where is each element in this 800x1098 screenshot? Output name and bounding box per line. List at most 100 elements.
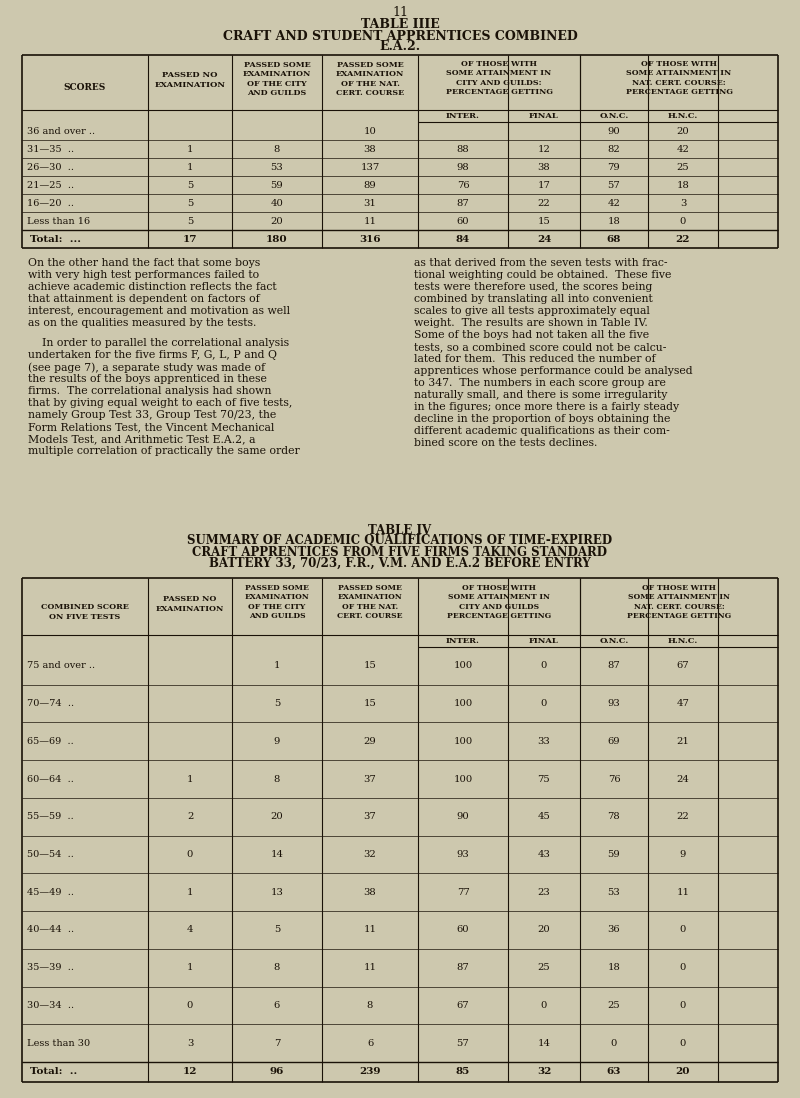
Text: (see page 7), a separate study was made of: (see page 7), a separate study was made … bbox=[28, 362, 265, 373]
Text: 75 and over ..: 75 and over .. bbox=[27, 661, 95, 671]
Text: 50—54  ..: 50—54 .. bbox=[27, 850, 74, 859]
Text: 98: 98 bbox=[457, 163, 470, 171]
Text: 47: 47 bbox=[677, 699, 690, 708]
Text: 38: 38 bbox=[364, 145, 376, 154]
Text: with very high test performances failed to: with very high test performances failed … bbox=[28, 270, 259, 280]
Text: Some of the boys had not taken all the five: Some of the boys had not taken all the f… bbox=[414, 330, 649, 340]
Text: 37: 37 bbox=[364, 813, 376, 821]
Text: PASSED SOME
EXAMINATION
OF THE CITY
AND GUILDS: PASSED SOME EXAMINATION OF THE CITY AND … bbox=[245, 584, 310, 619]
Text: OF THOSE WITH
SOME ATTAINMENT IN
NAT. CERT. COURSE:
PERCENTAGE GETTING: OF THOSE WITH SOME ATTAINMENT IN NAT. CE… bbox=[626, 60, 733, 96]
Text: 36: 36 bbox=[608, 926, 620, 934]
Text: 76: 76 bbox=[608, 774, 620, 784]
Text: On the other hand the fact that some boys: On the other hand the fact that some boy… bbox=[28, 258, 260, 268]
Text: 0: 0 bbox=[680, 963, 686, 972]
Text: 5: 5 bbox=[187, 199, 193, 208]
Text: 1: 1 bbox=[186, 774, 194, 784]
Text: 5: 5 bbox=[274, 699, 280, 708]
Text: 13: 13 bbox=[270, 887, 283, 897]
Text: 40: 40 bbox=[270, 199, 283, 208]
Text: 20: 20 bbox=[677, 126, 690, 135]
Text: 60: 60 bbox=[457, 926, 470, 934]
Text: in the figures; once more there is a fairly steady: in the figures; once more there is a fai… bbox=[414, 402, 679, 412]
Text: 89: 89 bbox=[364, 180, 376, 190]
Text: SUMMARY OF ACADEMIC QUALIFICATIONS OF TIME-EXPIRED: SUMMARY OF ACADEMIC QUALIFICATIONS OF TI… bbox=[187, 535, 613, 548]
Text: 11: 11 bbox=[363, 216, 377, 225]
Text: as on the qualities measured by the tests.: as on the qualities measured by the test… bbox=[28, 318, 256, 328]
Text: 31—35  ..: 31—35 .. bbox=[27, 145, 74, 154]
Text: to 347.  The numbers in each score group are: to 347. The numbers in each score group … bbox=[414, 378, 666, 388]
Text: 18: 18 bbox=[607, 963, 621, 972]
Text: lated for them.  This reduced the number of: lated for them. This reduced the number … bbox=[414, 354, 656, 365]
Text: 100: 100 bbox=[454, 699, 473, 708]
Text: 25: 25 bbox=[677, 163, 690, 171]
Text: 93: 93 bbox=[457, 850, 470, 859]
Text: 1: 1 bbox=[186, 163, 194, 171]
Text: 11: 11 bbox=[363, 963, 377, 972]
Text: tional weighting could be obtained.  These five: tional weighting could be obtained. Thes… bbox=[414, 270, 671, 280]
Text: 1: 1 bbox=[274, 661, 280, 671]
Text: 53: 53 bbox=[608, 887, 620, 897]
Text: 30—34  ..: 30—34 .. bbox=[27, 1001, 74, 1010]
Text: 31: 31 bbox=[363, 199, 377, 208]
Text: OF THOSE WITH
SOME ATTAINMENT IN
CITY AND GUILDS
PERCENTAGE GETTING: OF THOSE WITH SOME ATTAINMENT IN CITY AN… bbox=[447, 584, 551, 619]
Text: different academic qualifications as their com-: different academic qualifications as the… bbox=[414, 426, 670, 436]
Text: 21—25  ..: 21—25 .. bbox=[27, 180, 74, 190]
Text: undertaken for the five firms F, G, L, P and Q: undertaken for the five firms F, G, L, P… bbox=[28, 350, 277, 360]
Text: INTER.: INTER. bbox=[446, 637, 480, 645]
Text: 137: 137 bbox=[360, 163, 380, 171]
Text: 316: 316 bbox=[359, 235, 381, 244]
Text: 10: 10 bbox=[363, 126, 377, 135]
Text: 23: 23 bbox=[538, 887, 550, 897]
Text: 67: 67 bbox=[677, 661, 690, 671]
Text: OF THOSE WITH
SOME ATTAINMENT IN
CITY AND GUILDS:
PERCENTAGE GETTING: OF THOSE WITH SOME ATTAINMENT IN CITY AN… bbox=[446, 60, 553, 96]
Text: Form Relations Test, the Vincent Mechanical: Form Relations Test, the Vincent Mechani… bbox=[28, 423, 274, 433]
Text: 5: 5 bbox=[274, 926, 280, 934]
Text: 35—39  ..: 35—39 .. bbox=[27, 963, 74, 972]
Text: that attainment is dependent on factors of: that attainment is dependent on factors … bbox=[28, 294, 260, 304]
Text: 8: 8 bbox=[274, 963, 280, 972]
Text: 60—64  ..: 60—64 .. bbox=[27, 774, 74, 784]
Text: 65—69  ..: 65—69 .. bbox=[27, 737, 74, 746]
Text: 1: 1 bbox=[186, 963, 194, 972]
Text: Total:  ..: Total: .. bbox=[30, 1067, 78, 1076]
Text: 4: 4 bbox=[186, 926, 194, 934]
Text: Total:  ...: Total: ... bbox=[30, 235, 81, 244]
Text: 22: 22 bbox=[538, 199, 550, 208]
Text: bined score on the tests declines.: bined score on the tests declines. bbox=[414, 438, 598, 448]
Text: tests were therefore used, the scores being: tests were therefore used, the scores be… bbox=[414, 282, 652, 292]
Text: PASSED NO
EXAMINATION: PASSED NO EXAMINATION bbox=[156, 595, 224, 613]
Text: 0: 0 bbox=[541, 661, 547, 671]
Text: 15: 15 bbox=[538, 216, 550, 225]
Text: E.A.2.: E.A.2. bbox=[379, 41, 421, 54]
Text: 12: 12 bbox=[182, 1067, 198, 1076]
Text: OF THOSE WITH
SOME ATTAINMENT IN
NAT. CERT. COURSE:
PERCENTAGE GETTING: OF THOSE WITH SOME ATTAINMENT IN NAT. CE… bbox=[627, 584, 731, 619]
Text: 93: 93 bbox=[608, 699, 620, 708]
Text: 87: 87 bbox=[457, 963, 470, 972]
Text: INTER.: INTER. bbox=[446, 112, 480, 120]
Text: 85: 85 bbox=[456, 1067, 470, 1076]
Text: 82: 82 bbox=[608, 145, 620, 154]
Text: 60: 60 bbox=[457, 216, 470, 225]
Text: 84: 84 bbox=[456, 235, 470, 244]
Text: 59: 59 bbox=[270, 180, 283, 190]
Text: COMBINED SCORE
ON FIVE TESTS: COMBINED SCORE ON FIVE TESTS bbox=[41, 604, 129, 620]
Text: 17: 17 bbox=[538, 180, 550, 190]
Text: 25: 25 bbox=[608, 1001, 620, 1010]
Text: 15: 15 bbox=[363, 661, 377, 671]
Text: H.N.C.: H.N.C. bbox=[668, 112, 698, 120]
Text: 33: 33 bbox=[538, 737, 550, 746]
Text: TABLE IIIE: TABLE IIIE bbox=[361, 19, 439, 32]
Text: 38: 38 bbox=[538, 163, 550, 171]
Text: 42: 42 bbox=[607, 199, 621, 208]
Text: 21: 21 bbox=[677, 737, 690, 746]
Text: 239: 239 bbox=[359, 1067, 381, 1076]
Text: 7: 7 bbox=[274, 1039, 280, 1047]
Text: 22: 22 bbox=[677, 813, 690, 821]
Text: Less than 30: Less than 30 bbox=[27, 1039, 90, 1047]
Text: 9: 9 bbox=[274, 737, 280, 746]
Text: 67: 67 bbox=[457, 1001, 470, 1010]
Text: 90: 90 bbox=[608, 126, 620, 135]
Text: 0: 0 bbox=[187, 850, 193, 859]
Text: 0: 0 bbox=[541, 1001, 547, 1010]
Text: 45: 45 bbox=[538, 813, 550, 821]
